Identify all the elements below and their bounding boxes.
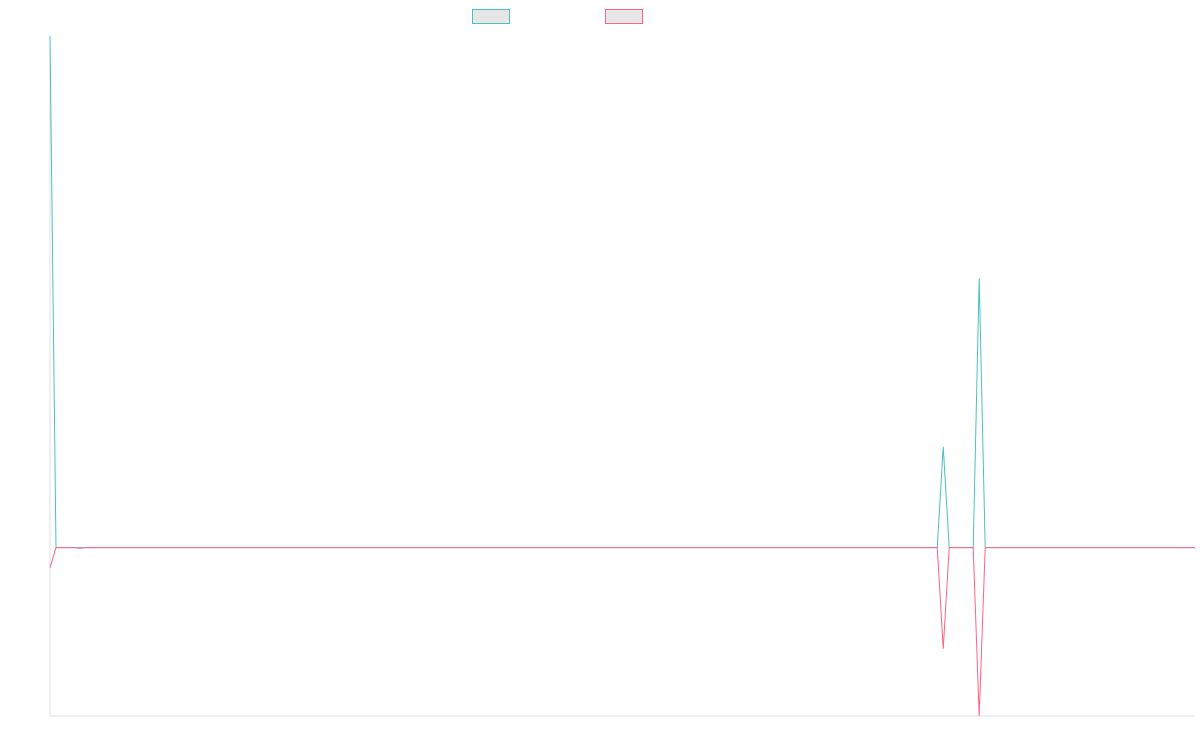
series-2-line (49, 547, 1195, 717)
legend-swatch-series-1[interactable] (472, 9, 510, 24)
legend-swatch-series-2[interactable] (605, 9, 643, 24)
series-1-line (49, 35, 1195, 549)
